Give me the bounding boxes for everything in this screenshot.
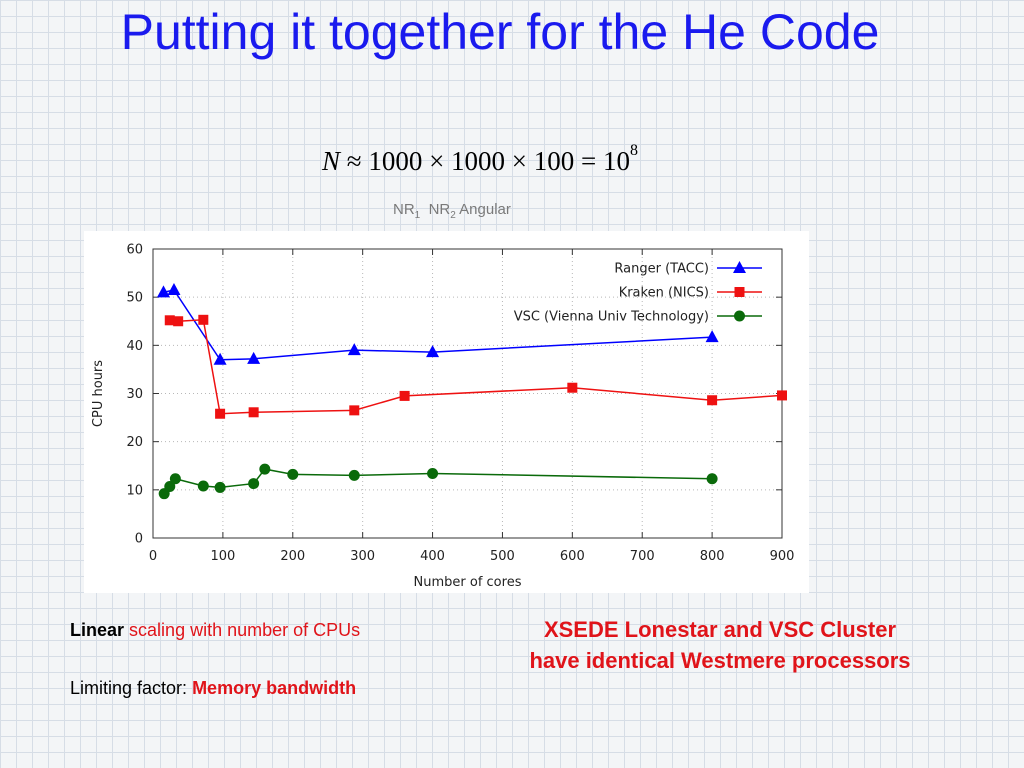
chart-svg: 0 100 200 300 400 500 600 700 800 900 0 10 20 30 40 50 6… xyxy=(91,243,795,591)
data-point xyxy=(259,463,271,475)
angular-label: Angular xyxy=(459,201,511,218)
data-point xyxy=(287,468,299,480)
processor-note-line1: XSEDE Lonestar and VSC Cluster xyxy=(543,617,897,642)
data-point xyxy=(215,408,226,419)
legend-marker xyxy=(733,261,746,273)
data-point xyxy=(706,473,718,485)
y-tick-label: 30 xyxy=(126,387,143,402)
y-tick-label: 10 xyxy=(126,483,143,498)
data-point xyxy=(248,407,259,418)
dimension-labels: NR1 NR2 Angular xyxy=(393,201,511,221)
data-point xyxy=(214,481,226,493)
x-tick-label: 700 xyxy=(630,549,655,564)
linear-scaling-text: scaling with number of CPUs xyxy=(129,620,361,640)
nr2-subscript: 2 xyxy=(450,210,456,221)
data-point xyxy=(707,395,718,406)
y-tick-label: 40 xyxy=(126,339,143,354)
nr1-subscript: 1 xyxy=(414,210,421,221)
linear-bold-label: Linear xyxy=(70,620,125,640)
y-tick-label: 0 xyxy=(135,532,143,547)
y-tick-label: 60 xyxy=(126,243,143,258)
processor-note-line2: have identical Westmere processors xyxy=(529,648,911,673)
data-point xyxy=(399,390,410,401)
data-point xyxy=(349,405,360,416)
series-line xyxy=(169,319,783,415)
legend-marker xyxy=(734,287,745,297)
formula-rhs: ≈ 1000 × 1000 × 100 = 10 xyxy=(346,146,630,176)
data-point xyxy=(248,478,260,490)
x-tick-label: 300 xyxy=(350,549,375,564)
data-point xyxy=(173,316,184,327)
data-point xyxy=(426,345,440,358)
data-point xyxy=(167,282,181,295)
formula-lhs: N xyxy=(321,146,340,176)
x-tick-label: 200 xyxy=(280,549,305,564)
data-point xyxy=(247,351,261,364)
data-point xyxy=(348,469,360,481)
legend-label: Kraken (NICS) xyxy=(619,286,709,301)
y-tick-label: 20 xyxy=(126,435,143,450)
data-point xyxy=(347,343,361,356)
data-point xyxy=(427,467,439,479)
y-axis-label: CPU hours xyxy=(91,360,106,427)
legend-marker xyxy=(734,310,745,322)
legend-label: VSC (Vienna Univ Technology) xyxy=(514,310,709,325)
scaling-chart: 0 100 200 300 400 500 600 700 800 900 0 10 20 30 40 50 6… xyxy=(84,231,809,593)
data-point xyxy=(567,382,578,393)
limiting-factor-value: Memory bandwidth xyxy=(192,678,357,698)
x-tick-label: 100 xyxy=(210,549,235,564)
x-tick-label: 800 xyxy=(700,549,725,564)
nr2-label: NR xyxy=(428,201,451,218)
x-tick-label: 600 xyxy=(560,549,585,564)
data-point xyxy=(198,314,209,325)
formula-exponent: 8 xyxy=(630,142,638,159)
legend-label: Ranger (TACC) xyxy=(614,262,709,277)
x-tick-label: 900 xyxy=(770,549,795,564)
y-tick-label: 50 xyxy=(126,291,143,306)
x-tick-label: 400 xyxy=(420,549,445,564)
x-tick-label: 500 xyxy=(490,549,515,564)
x-axis-label: Number of cores xyxy=(414,575,522,590)
data-point xyxy=(777,390,787,401)
limiting-factor-prefix: Limiting factor: xyxy=(70,678,188,698)
processor-note: XSEDE Lonestar and VSC Cluster have iden… xyxy=(480,614,960,676)
limiting-factor-note: Limiting factor: Memory bandwidth xyxy=(70,678,356,699)
data-point xyxy=(169,473,181,485)
slide-title: Putting it together for the He Code xyxy=(120,4,880,60)
data-point xyxy=(197,480,209,492)
nr1-label: NR xyxy=(393,201,415,218)
complexity-formula: N ≈ 1000 × 1000 × 100 = 108 xyxy=(300,142,660,177)
linear-scaling-note: Linear scaling with number of CPUs xyxy=(70,620,360,641)
data-point xyxy=(164,480,176,492)
x-tick-label: 0 xyxy=(149,549,157,564)
data-point xyxy=(156,285,170,298)
data-point xyxy=(164,315,175,326)
data-point xyxy=(213,352,227,365)
data-point xyxy=(705,330,719,343)
